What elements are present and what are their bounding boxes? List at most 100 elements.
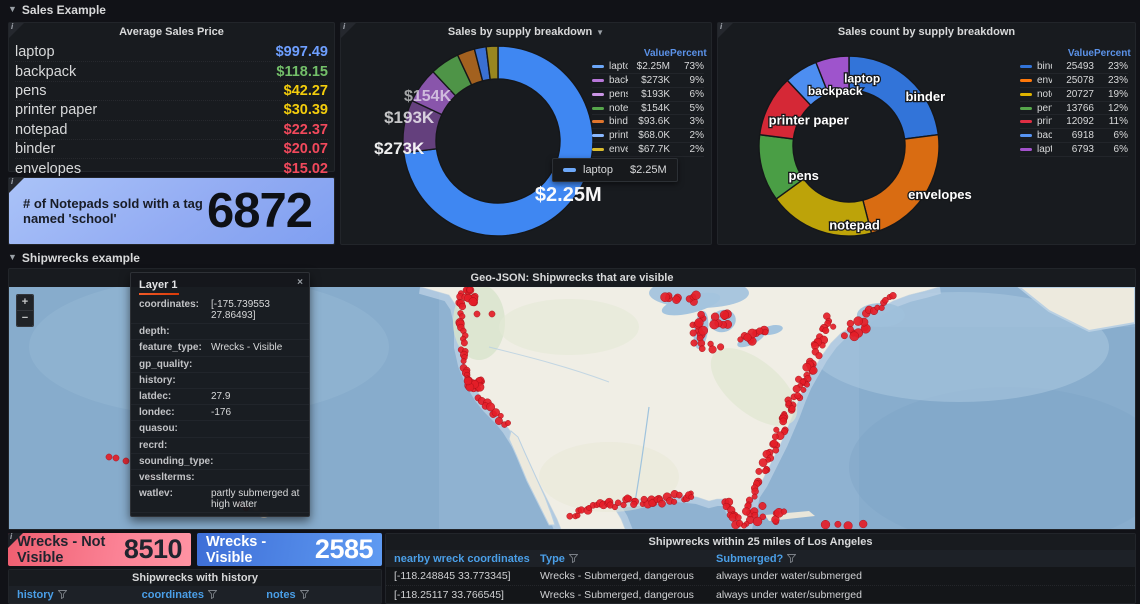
legend-item-printer-paper[interactable]: printer paper 12092 11% <box>1020 115 1128 130</box>
column-header-coordinates[interactable]: coordinates <box>134 589 259 601</box>
donut-segment-envelopes[interactable] <box>485 45 499 81</box>
legend-item-laptop[interactable]: laptop 6793 6% <box>1020 143 1128 158</box>
legend-value: 20727 <box>1066 88 1094 100</box>
donut-segment-laptop[interactable] <box>814 55 850 95</box>
legend-percent: 2% <box>689 130 704 142</box>
filter-icon[interactable] <box>787 554 797 563</box>
stat-label: Wrecks - Not Visible <box>17 533 106 566</box>
legend-swatch <box>592 64 604 68</box>
zoom-out-button[interactable]: − <box>17 311 33 326</box>
shipwreck-marker <box>792 384 801 393</box>
chevron-down-icon: ▼ <box>8 252 17 262</box>
legend-item-envelopes[interactable]: envelopes 25078 23% <box>1020 74 1128 88</box>
shipwreck-marker <box>785 400 792 407</box>
legend-item-pens[interactable]: pens 13766 12% <box>1020 102 1128 116</box>
field-key: vesslterms: <box>139 471 195 483</box>
panel-info-icon[interactable]: i <box>9 23 24 38</box>
tooltip-field: recrd: <box>131 438 309 454</box>
filter-icon[interactable] <box>299 590 309 599</box>
shipwreck-marker <box>737 336 744 343</box>
tooltip-field: londec: -176 <box>131 405 309 422</box>
legend-swatch <box>592 106 604 110</box>
price-row: pens $42.27 <box>15 82 328 102</box>
legend-header: Value Percent <box>1067 47 1131 59</box>
legend-label: backpack <box>1037 130 1052 142</box>
zoom-in-button[interactable]: + <box>17 295 33 311</box>
legend-item-backpack[interactable]: backpack 6918 6% <box>1020 129 1128 144</box>
legend-percent: 73% <box>683 60 704 72</box>
panel-notepads-stat: i # of Notepads sold with a tag named 's… <box>8 177 335 245</box>
legend-label: binder <box>1037 60 1052 72</box>
shipwreck-marker <box>458 302 467 311</box>
legend-swatch <box>592 92 604 96</box>
panel-info-icon[interactable]: i <box>9 178 24 193</box>
stat-value: 6872 <box>206 184 313 238</box>
shipwreck-marker <box>698 325 709 336</box>
shipwreck-marker <box>122 457 130 465</box>
legend-item-notepad[interactable]: notepad $154K 5% <box>592 102 704 116</box>
product-name: binder <box>15 141 56 158</box>
legend-item-pens[interactable]: pens $193K 6% <box>592 88 704 102</box>
donut-segment-laptop[interactable] <box>402 45 594 237</box>
segment-label: $154K <box>404 88 452 105</box>
product-price: $118.15 <box>276 63 328 80</box>
shipwreck-marker <box>691 290 701 300</box>
panel-info-icon[interactable]: i <box>718 23 733 38</box>
legend-item-envelopes[interactable]: envelopes $67.7K 2% <box>592 143 704 158</box>
shipwreck-marker <box>843 521 853 529</box>
table-row[interactable]: [-118.248845 33.773345] Wrecks - Submerge… <box>386 567 1135 586</box>
tooltip-field: quasou: <box>131 421 309 438</box>
table-row[interactable]: [-118.25117 33.766545] Wrecks - Submerged… <box>386 586 1135 603</box>
legend-percent: 11% <box>1108 116 1128 128</box>
panel-title[interactable]: Geo-JSON: Shipwrecks that are visible <box>470 272 674 284</box>
panel-info-icon[interactable]: i <box>341 23 356 38</box>
column-header-submerged-[interactable]: Submerged? <box>708 553 1135 565</box>
field-key: feature_type: <box>139 342 202 354</box>
legend-item-binder[interactable]: binder $93.6K 3% <box>592 115 704 130</box>
legend-item-backpack[interactable]: backpack $273K 9% <box>592 74 704 88</box>
filter-icon[interactable] <box>207 590 217 599</box>
filter-icon[interactable] <box>57 590 67 599</box>
shipwreck-marker <box>846 325 854 333</box>
section-header-shipwrecks[interactable]: ▼ Shipwrecks example <box>8 251 140 265</box>
shipwreck-marker <box>491 408 500 417</box>
panel-info-icon[interactable]: i <box>8 533 23 548</box>
legend-item-laptop[interactable]: laptop $2.25M 73% <box>592 60 704 74</box>
legend-swatch <box>592 78 604 82</box>
column-header-history[interactable]: history <box>9 589 134 601</box>
product-price: $22.37 <box>283 121 328 138</box>
product-name: envelopes <box>15 160 82 177</box>
shipwreck-marker <box>751 493 758 500</box>
panel-title[interactable]: Sales count by supply breakdown <box>837 26 1016 38</box>
legend-value: $93.6K <box>638 116 670 128</box>
shipwreck-marker <box>468 297 478 307</box>
panel-title[interactable]: Sales by supply breakdown ▼ <box>447 26 605 38</box>
column-header-notes[interactable]: notes <box>258 589 381 601</box>
shipwreck-marker <box>675 491 683 499</box>
segment-label: $2.25M <box>535 184 602 206</box>
panel-title[interactable]: Average Sales Price <box>119 26 224 38</box>
table-cell: [-118.248845 33.773345] <box>394 569 511 582</box>
series-name: laptop <box>583 164 613 176</box>
field-value <box>211 456 301 467</box>
legend-item-printer-paper[interactable]: printer paper $68.0K 2% <box>592 129 704 144</box>
field-value: Wrecks - Visible <box>211 342 283 354</box>
column-header-nearby-wreck-coordinates[interactable]: nearby wreck coordinates <box>386 553 532 565</box>
section-header-sales[interactable]: ▼ Sales Example <box>8 3 106 17</box>
tooltip-rows: coordinates: [-175.739553 27.86493] depth:… <box>131 295 309 516</box>
field-value <box>211 440 301 451</box>
shipwreck-marker <box>697 310 705 319</box>
filter-icon[interactable] <box>568 554 578 563</box>
legend-item-notepad[interactable]: notepad 20727 19% <box>1020 88 1128 102</box>
donut-chart-sales[interactable]: $2.25M $273K $193K $154K <box>341 41 711 244</box>
close-icon[interactable]: × <box>297 277 303 288</box>
column-header-type[interactable]: Type <box>532 553 708 565</box>
legend-item-binder[interactable]: binder 25493 23% <box>1020 60 1128 74</box>
field-value <box>211 423 301 434</box>
shipwreck-marker <box>840 332 848 340</box>
tooltip-header: Layer 1 × <box>131 273 309 295</box>
shipwreck-marker <box>105 453 113 461</box>
series-value: $2.25M <box>629 164 667 176</box>
shipwreck-marker <box>112 454 120 462</box>
